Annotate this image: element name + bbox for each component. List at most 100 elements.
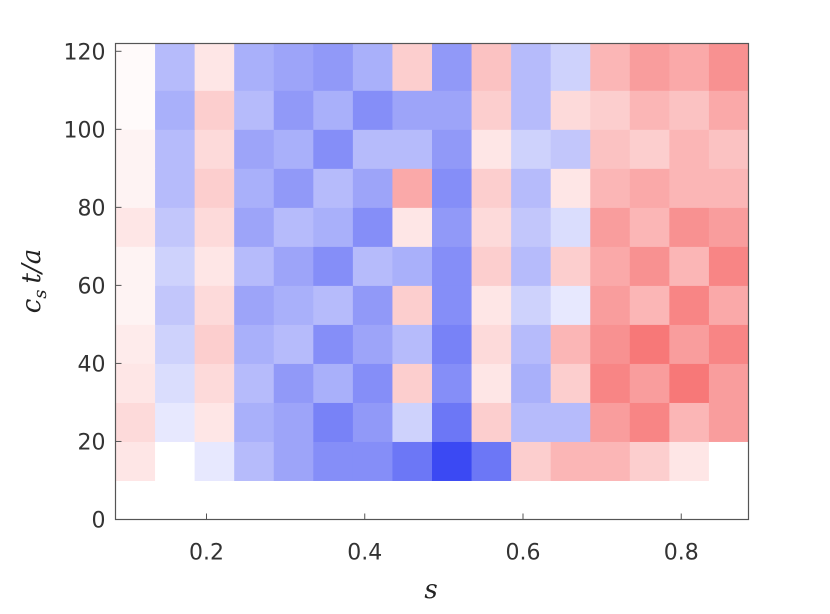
heatmap-cell (708, 168, 749, 208)
heatmap-cell (550, 90, 591, 130)
heatmap-cell (194, 207, 235, 247)
heatmap-cell (471, 480, 512, 520)
y-tick-label: 40 (78, 352, 106, 377)
heatmap-cell (352, 43, 393, 91)
heatmap-cell (550, 207, 591, 247)
heatmap-cell (392, 285, 433, 325)
heatmap-cell (273, 246, 314, 286)
y-label-part: t/a (17, 249, 47, 284)
heatmap-cell (352, 402, 393, 442)
y-label-sub: s (30, 289, 51, 298)
heatmap-cell (511, 441, 552, 481)
heatmap-cell (194, 90, 235, 130)
heatmap-cell (115, 363, 156, 403)
heatmap-cell (194, 168, 235, 208)
heatmap-cell (392, 324, 433, 364)
heatmap-cell (234, 90, 275, 130)
heatmap-cell (471, 90, 512, 130)
heatmap-cell (669, 441, 710, 481)
heatmap-cell (432, 285, 473, 325)
heatmap-cell (550, 402, 591, 442)
heatmap-cell (392, 441, 433, 481)
heatmap-cell (471, 441, 512, 481)
y-tick-label: 0 (92, 509, 106, 534)
heatmap-cell (115, 402, 156, 442)
heatmap-cell (590, 129, 631, 169)
x-tick-label: 0.2 (189, 541, 224, 566)
heatmap-cell (313, 43, 354, 91)
heatmap-cell (155, 324, 196, 364)
heatmap-cell (511, 324, 552, 364)
heatmap-cell (313, 207, 354, 247)
heatmap-cell (432, 90, 473, 130)
heatmap-cell (115, 43, 156, 91)
heatmap-cell (471, 43, 512, 91)
heatmap-cell (352, 246, 393, 286)
heatmap-cell (352, 441, 393, 481)
heatmap-cell (273, 441, 314, 481)
heatmap-cell (708, 90, 749, 130)
heatmap-cell (590, 363, 631, 403)
heatmap-cell (352, 207, 393, 247)
heatmap-cell (669, 129, 710, 169)
heatmap-cell (669, 90, 710, 130)
heatmap-cell (194, 324, 235, 364)
x-tick-label: 0.6 (505, 541, 540, 566)
heatmap-cell (669, 168, 710, 208)
heatmap-cell (234, 168, 275, 208)
heatmap-cell (432, 207, 473, 247)
heatmap-cell (392, 43, 433, 91)
heatmap-cell (629, 441, 670, 481)
heatmap-cell (313, 168, 354, 208)
heatmap-cell (511, 90, 552, 130)
heatmap-cell (629, 207, 670, 247)
heatmap-cell (511, 480, 552, 520)
heatmap-cell (273, 480, 314, 520)
heatmap-cell (155, 207, 196, 247)
heatmap-cell (708, 129, 749, 169)
heatmap-cell (550, 246, 591, 286)
heatmap-cell (432, 129, 473, 169)
heatmap-cell (155, 246, 196, 286)
heatmap-cell (313, 129, 354, 169)
heatmap-cell (511, 363, 552, 403)
heatmap-cell (115, 480, 156, 520)
heatmap-cell (234, 363, 275, 403)
heatmap-cell (115, 90, 156, 130)
heatmap-cell (550, 441, 591, 481)
x-axis-label: s (424, 575, 437, 605)
heatmap-cell (313, 363, 354, 403)
plot-frame (114, 42, 750, 521)
heatmap-cell (669, 402, 710, 442)
heatmap-cell (194, 246, 235, 286)
heatmap-cell (590, 207, 631, 247)
heatmap-cell (234, 480, 275, 520)
heatmap-cell (432, 43, 473, 91)
heatmap-cell (708, 285, 749, 325)
heatmap-cell (629, 285, 670, 325)
heatmap-cell (629, 246, 670, 286)
heatmap-cell (550, 168, 591, 208)
heatmap-cell (234, 402, 275, 442)
heatmap-cell (590, 402, 631, 442)
heatmap-cell (194, 402, 235, 442)
heatmap-cell (273, 285, 314, 325)
y-label-part: c (17, 298, 47, 313)
y-tick-label: 60 (78, 274, 106, 299)
heatmap-cell (234, 441, 275, 481)
heatmap-cell (511, 129, 552, 169)
heatmap-cell (194, 285, 235, 325)
heatmap-cell (273, 207, 314, 247)
heatmap-cell (273, 363, 314, 403)
heatmap-cell (550, 285, 591, 325)
heatmap-cell (273, 324, 314, 364)
heatmap-cell (550, 363, 591, 403)
heatmap (115, 43, 749, 520)
heatmap-cell (669, 324, 710, 364)
heatmap-cell (194, 43, 235, 91)
heatmap-cell (115, 441, 156, 481)
heatmap-cell (313, 90, 354, 130)
heatmap-cell (234, 207, 275, 247)
heatmap-cell (273, 90, 314, 130)
heatmap-cell (313, 324, 354, 364)
